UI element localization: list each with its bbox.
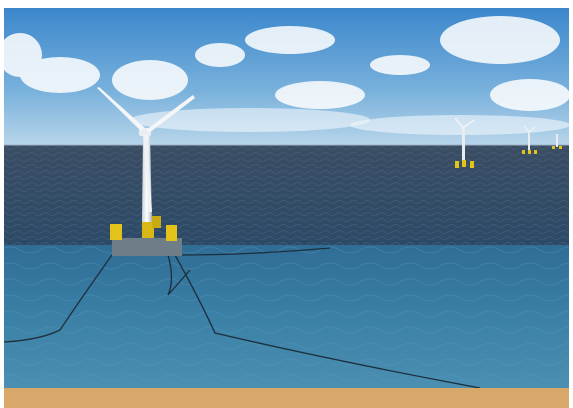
clouds [0, 16, 570, 135]
floating-turbine [97, 87, 195, 256]
waves [4, 145, 569, 245]
underwater-ripples [4, 245, 569, 388]
bottom-bar [4, 388, 569, 408]
distant-turbines [454, 117, 562, 168]
mooring-lines [3, 247, 481, 389]
